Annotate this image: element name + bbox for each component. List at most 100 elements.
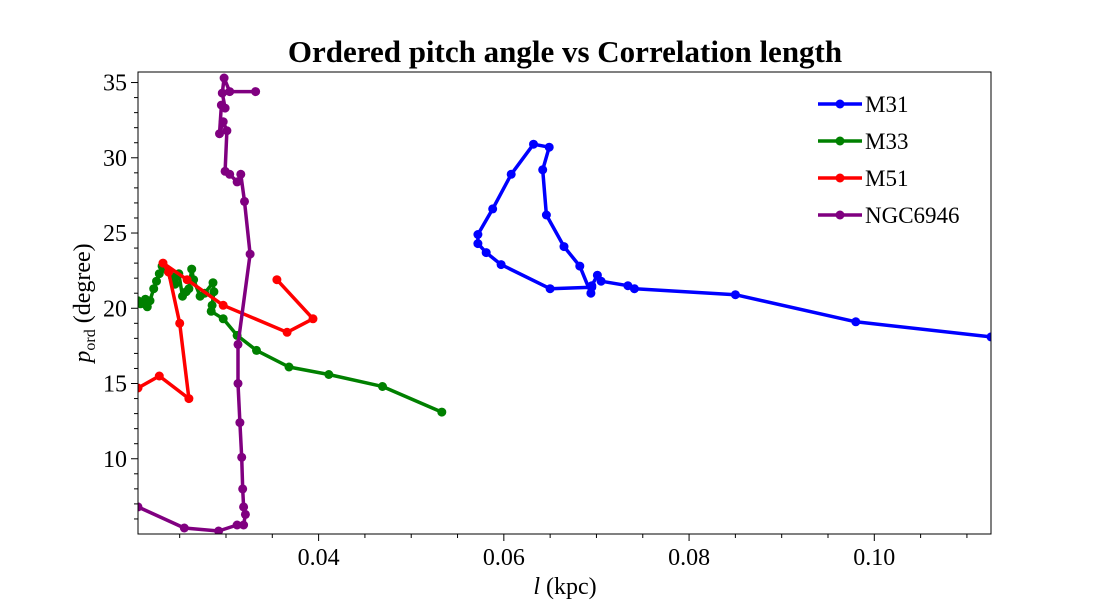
data-point-ngc6946	[237, 452, 247, 462]
data-point-ngc6946	[232, 177, 242, 187]
data-point-m51	[158, 258, 168, 268]
data-point-m33	[209, 287, 219, 297]
legend: M31 M33 M51 NGC6946	[818, 92, 960, 228]
data-point-ngc6946	[222, 126, 232, 136]
data-point-m33	[138, 296, 143, 306]
data-point-ngc6946	[240, 196, 249, 206]
legend-marker-m51	[835, 173, 845, 183]
data-point-m31	[623, 281, 633, 291]
data-point-m33	[152, 276, 161, 286]
series-layer	[138, 73, 991, 534]
y-tick-label: 15	[103, 372, 127, 398]
data-point-m33	[187, 264, 197, 274]
data-point-ngc6946	[251, 87, 261, 97]
x-tick-label: 0.04	[298, 545, 340, 571]
data-point-m31	[986, 332, 991, 342]
data-point-m33	[378, 382, 387, 391]
legend-marker-m33	[835, 136, 845, 146]
series-line-m31	[476, 142, 991, 339]
y-tick-label: 25	[103, 221, 127, 247]
data-point-m51	[182, 275, 192, 285]
data-point-m51	[272, 275, 282, 285]
data-point-m31	[575, 261, 585, 271]
series-ngc6946	[138, 73, 261, 534]
data-point-m31	[851, 317, 861, 327]
data-point-ngc6946	[235, 418, 245, 428]
legend-marker-ngc6946	[835, 210, 845, 220]
data-point-m33	[437, 407, 447, 417]
data-point-ngc6946	[214, 526, 224, 534]
data-point-m31	[496, 260, 506, 270]
y-tick-label: 35	[103, 71, 127, 97]
data-point-ngc6946	[236, 169, 246, 179]
data-point-m31	[473, 239, 483, 249]
legend-label-m31: M31	[865, 92, 908, 117]
legend-item-m31: M31	[818, 92, 908, 117]
data-point-ngc6946	[225, 169, 235, 179]
series-line-m33	[138, 264, 444, 414]
data-point-m31	[541, 210, 551, 220]
series-m31	[473, 139, 991, 342]
data-point-m33	[208, 278, 218, 288]
data-point-m51	[282, 327, 292, 337]
data-point-ngc6946	[238, 484, 248, 494]
legend-marker-m31	[835, 99, 845, 109]
data-point-m31	[544, 142, 554, 152]
data-point-m51	[175, 318, 185, 328]
data-point-m51	[164, 267, 174, 277]
data-point-ngc6946	[138, 502, 143, 512]
x-tick-label: 0.10	[853, 545, 895, 571]
legend-item-m33: M33	[818, 129, 908, 154]
data-point-ngc6946	[240, 509, 250, 519]
data-point-m31	[592, 270, 602, 280]
chart-title: Ordered pitch angle vs Correlation lengt…	[288, 34, 842, 69]
data-point-m33	[195, 291, 205, 301]
data-point-m51	[308, 314, 318, 324]
data-point-ngc6946	[225, 87, 235, 97]
x-axis-label-var: l	[533, 574, 540, 600]
data-point-ngc6946	[218, 117, 228, 127]
data-point-m31	[473, 230, 483, 239]
x-axis-label: l (kpc)	[533, 574, 596, 600]
y-axis: 10 15 20 25 30 35	[103, 71, 138, 520]
data-point-m31	[488, 204, 498, 214]
data-point-ngc6946	[216, 100, 226, 110]
legend-label-m51: M51	[865, 166, 908, 191]
data-point-m33	[149, 284, 159, 294]
y-axis-label-sub: ord	[82, 329, 99, 350]
data-point-ngc6946	[233, 339, 243, 349]
data-point-m31	[481, 248, 491, 258]
data-point-m33	[284, 362, 294, 372]
data-point-m33	[154, 269, 164, 279]
data-point-m31	[730, 290, 740, 300]
data-point-ngc6946	[219, 73, 229, 83]
y-tick-label: 10	[103, 447, 127, 473]
x-axis: 0.04 0.06 0.08 0.10	[179, 534, 968, 571]
data-point-ngc6946	[179, 523, 189, 533]
data-point-m31	[545, 284, 555, 294]
y-tick-label: 20	[103, 296, 127, 322]
data-point-ngc6946	[239, 520, 249, 530]
data-point-m51	[218, 300, 228, 310]
legend-item-m51: M51	[818, 166, 908, 191]
data-point-m31	[506, 169, 516, 179]
data-point-ngc6946	[232, 520, 242, 530]
data-point-m33	[207, 300, 217, 310]
data-point-m51	[184, 394, 194, 404]
data-point-ngc6946	[217, 88, 227, 98]
data-point-m33	[324, 370, 334, 379]
data-point-ngc6946	[245, 249, 255, 259]
plot-area	[137, 71, 992, 535]
data-point-m31	[559, 242, 569, 252]
data-point-m33	[252, 345, 261, 355]
series-line-ngc6946	[138, 76, 258, 533]
data-point-ngc6946	[233, 379, 243, 388]
legend-item-ngc6946: NGC6946	[818, 203, 960, 228]
x-tick-label: 0.08	[668, 545, 710, 571]
data-point-m33	[218, 314, 228, 324]
data-point-m33	[178, 291, 187, 301]
y-tick-label: 30	[103, 146, 127, 172]
data-point-m31	[538, 165, 548, 175]
x-axis-label-unit: (kpc)	[540, 574, 597, 600]
